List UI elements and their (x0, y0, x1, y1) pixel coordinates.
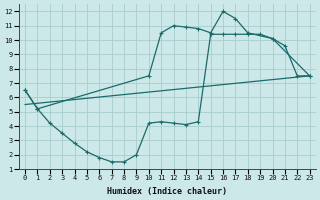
X-axis label: Humidex (Indice chaleur): Humidex (Indice chaleur) (108, 187, 228, 196)
